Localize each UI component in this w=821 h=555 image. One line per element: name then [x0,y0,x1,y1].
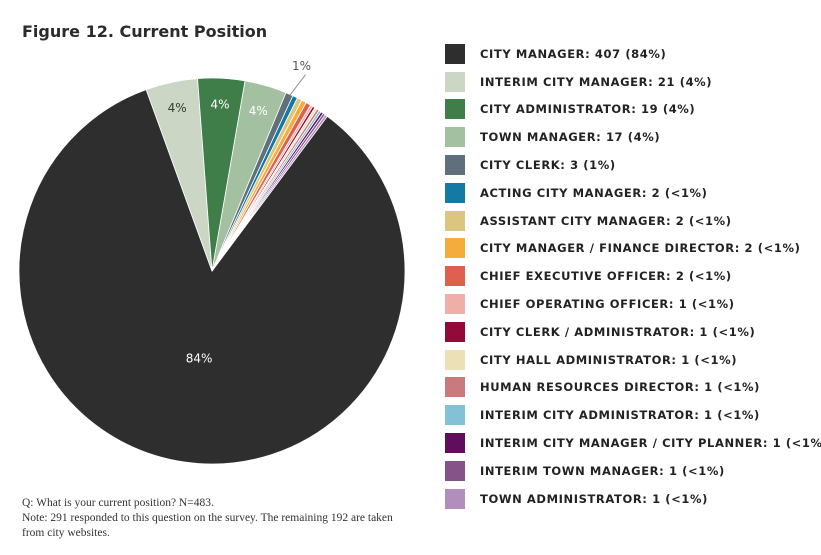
legend-item: CITY HALL ADMINISTRATOR: 1 (<1%) [445,346,821,374]
legend-item: ACTING CITY MANAGER: 2 (<1%) [445,179,821,207]
legend-swatch [445,349,465,370]
legend-swatch [445,43,465,64]
legend-item: HUMAN RESOURCES DIRECTOR: 1 (<1%) [445,374,821,402]
pie-slice-label-1: 4% [168,101,187,115]
legend-label: TOWN ADMINISTRATOR: 1 (<1%) [480,491,708,506]
legend-item: CHIEF OPERATING OFFICER: 1 (<1%) [445,290,821,318]
legend-label: ACTING CITY MANAGER: 2 (<1%) [480,185,708,200]
legend-item: INTERIM CITY ADMINISTRATOR: 1 (<1%) [445,401,821,429]
legend-item: INTERIM CITY MANAGER: 21 (4%) [445,68,821,96]
pie-slices [18,77,406,465]
legend-label: INTERIM CITY ADMINISTRATOR: 1 (<1%) [480,408,760,423]
legend-swatch [445,210,465,231]
legend-label: ASSISTANT CITY MANAGER: 2 (<1%) [480,213,732,228]
legend-swatch [445,488,465,509]
legend-item: INTERIM TOWN MANAGER: 1 (<1%) [445,457,821,485]
legend-item: CHIEF EXECUTIVE OFFICER: 2 (<1%) [445,262,821,290]
legend-swatch [445,127,465,148]
pie-slice-0 [18,89,406,465]
pie-label-leader-line [287,74,306,99]
legend-label: INTERIM TOWN MANAGER: 1 (<1%) [480,463,725,478]
legend-item: CITY MANAGER / FINANCE DIRECTOR: 2 (<1%) [445,235,821,263]
legend-item: ASSISTANT CITY MANAGER: 2 (<1%) [445,207,821,235]
legend-swatch [445,377,465,398]
legend-label: CITY ADMINISTRATOR: 19 (4%) [480,102,696,117]
legend-swatch [445,155,465,176]
footnote: Q: What is your current position? N=483.… [22,496,402,541]
legend-label: CHIEF OPERATING OFFICER: 1 (<1%) [480,297,735,312]
legend-swatch [445,460,465,481]
legend-swatch [445,433,465,454]
chart-legend: CITY MANAGER: 407 (84%) INTERIM CITY MANA… [445,40,821,513]
legend-label: TOWN MANAGER: 17 (4%) [480,130,661,145]
legend-swatch [445,182,465,203]
legend-label: CITY MANAGER / FINANCE DIRECTOR: 2 (<1%) [480,241,801,256]
legend-item: INTERIM CITY MANAGER / CITY PLANNER: 1 (… [445,429,821,457]
footnote-question: Q: What is your current position? N=483. [22,497,214,509]
legend-item: TOWN MANAGER: 17 (4%) [445,123,821,151]
footnote-note: Note: 291 responded to this question on … [22,512,393,539]
legend-label: CITY CLERK: 3 (1%) [480,158,616,173]
pie-slice-label-0: 84% [186,351,213,365]
legend-swatch [445,99,465,120]
legend-swatch [445,294,465,315]
pie-slice-label-3: 4% [249,104,268,118]
chart-title: Figure 12. Current Position [22,22,268,41]
legend-swatch [445,71,465,92]
legend-item: CITY CLERK / ADMINISTRATOR: 1 (<1%) [445,318,821,346]
legend-label: CHIEF EXECUTIVE OFFICER: 2 (<1%) [480,269,732,284]
legend-label: HUMAN RESOURCES DIRECTOR: 1 (<1%) [480,380,761,395]
legend-item: CITY CLERK: 3 (1%) [445,151,821,179]
legend-label: INTERIM CITY MANAGER: 21 (4%) [480,74,713,89]
pie-labels: 84% 4% 4% 4% 1% [168,59,311,365]
legend-label: CITY MANAGER: 407 (84%) [480,46,667,61]
legend-swatch [445,321,465,342]
legend-item: CITY MANAGER: 407 (84%) [445,40,821,68]
legend-swatch [445,405,465,426]
legend-label: CITY HALL ADMINISTRATOR: 1 (<1%) [480,352,738,367]
pie-slice-16 [211,114,328,272]
legend-swatch [445,266,465,287]
legend-swatch [445,238,465,259]
legend-label: CITY CLERK / ADMINISTRATOR: 1 (<1%) [480,324,756,339]
pie-slice-label-2: 4% [211,98,230,112]
legend-label: INTERIM CITY MANAGER / CITY PLANNER: 1 (… [480,436,821,451]
pie-slice-label-4: 1% [292,59,311,73]
legend-item: CITY ADMINISTRATOR: 19 (4%) [445,96,821,124]
legend-item: TOWN ADMINISTRATOR: 1 (<1%) [445,485,821,513]
